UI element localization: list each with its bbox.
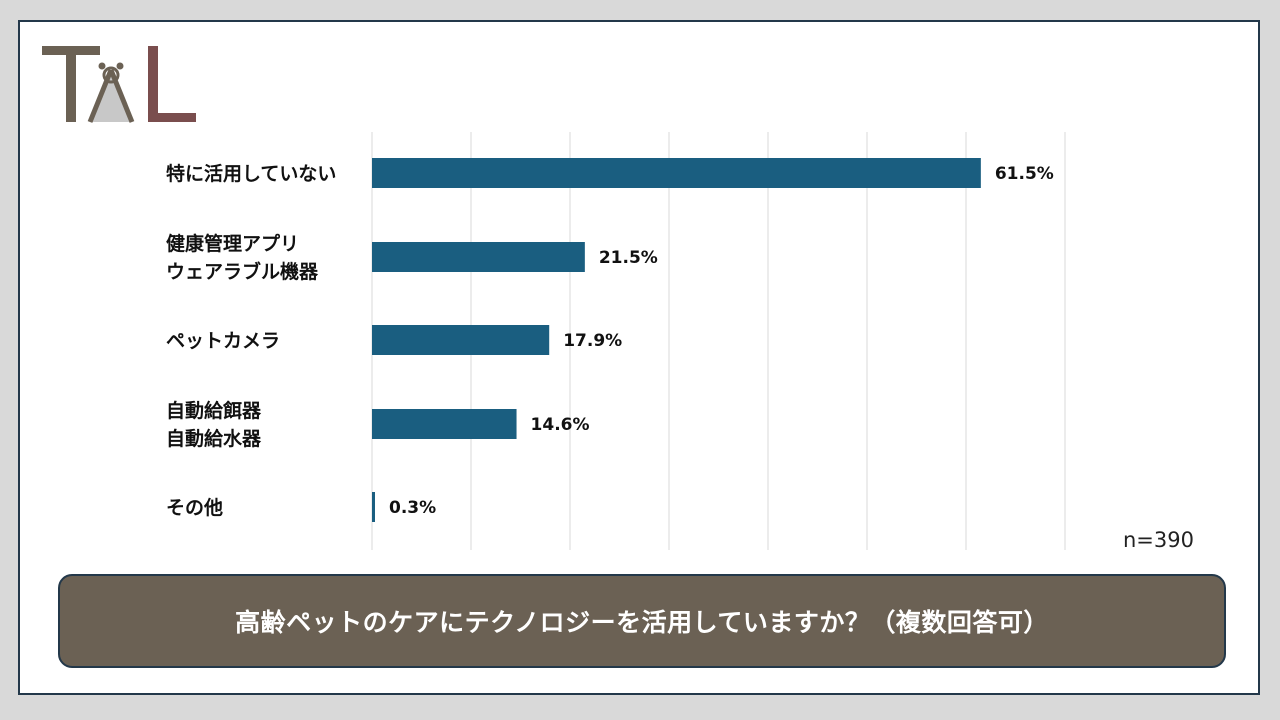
logo-letter-a-apex [102, 66, 120, 84]
sample-size-note: n=390 [1123, 528, 1194, 552]
value-label: 0.3% [389, 498, 436, 518]
question-banner: 高齢ペットのケアにテクノロジーを活用していますか？（複数回答可） [58, 574, 1226, 668]
value-label: 21.5% [599, 248, 658, 268]
category-label: その他 [166, 496, 223, 519]
bar [372, 325, 550, 355]
bar [372, 492, 375, 522]
slide: 61.5% 特に活用していない 21.5% 健康管理アプリ ウェアラブル機器 17.9% ペ… [18, 20, 1260, 695]
logo-letter-l-base [148, 113, 196, 122]
bar [372, 242, 585, 272]
category-label: 特に活用していない [166, 162, 336, 185]
bar [372, 158, 981, 188]
value-label: 17.9% [563, 331, 622, 351]
logo-letter-a-fill [90, 70, 132, 122]
logo-letter-a-right [108, 69, 135, 123]
bar [372, 409, 517, 439]
logo-letter-a-left [87, 69, 114, 123]
question-text: 高齢ペットのケアにテクノロジーを活用していますか？（複数回答可） [235, 608, 1049, 637]
logo-dot-right [116, 62, 124, 70]
category-label: 自動給水器 [166, 427, 262, 450]
value-label: 61.5% [995, 164, 1054, 184]
logo-letter-t-stem [66, 46, 76, 122]
category-label: ペットカメラ [166, 330, 280, 352]
logo-letter-l-stem [148, 46, 158, 122]
category-label: ウェアラブル機器 [166, 260, 319, 283]
category-label: 健康管理アプリ [166, 232, 299, 255]
value-label: 14.6% [531, 415, 590, 435]
tal-logo [42, 46, 196, 123]
logo-dot-left [98, 62, 106, 70]
category-label: 自動給餌器 [166, 399, 262, 422]
